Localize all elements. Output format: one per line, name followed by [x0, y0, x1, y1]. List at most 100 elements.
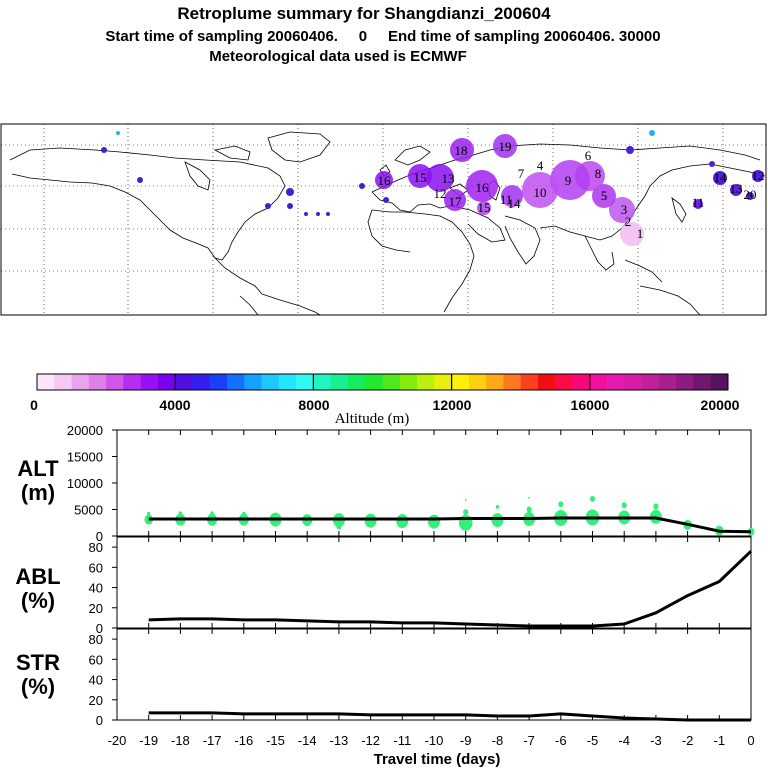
colorbar-swatch	[54, 374, 72, 390]
plume-circle	[746, 192, 754, 200]
colorbar-swatch	[399, 374, 418, 390]
plume-circle	[592, 184, 616, 208]
plume-circle	[408, 164, 432, 188]
plume-label: 13	[730, 181, 743, 196]
y-tick-label: 60	[89, 652, 103, 667]
plume-circle	[450, 138, 474, 162]
plume-label: 2	[625, 214, 632, 229]
plume-circle	[752, 170, 764, 182]
colorbar-swatch	[520, 374, 539, 390]
altitude-spread-point	[336, 523, 342, 530]
plume-circle	[137, 177, 143, 183]
colorbar-swatch	[710, 374, 729, 390]
plume-label: 17	[449, 194, 463, 209]
x-tick-label: -18	[171, 733, 190, 748]
colorbar-frame	[36, 373, 729, 391]
colorbar-swatch	[123, 374, 141, 390]
plume-label: 8	[595, 166, 602, 181]
plume-circle	[287, 203, 293, 209]
plume-label: 16	[378, 173, 392, 188]
plume-label: 4	[537, 158, 544, 173]
colorbar-swatch	[641, 374, 660, 390]
colorbar-swatch	[555, 374, 573, 390]
x-tick-label: -19	[139, 733, 158, 748]
x-tick-label: -1	[714, 733, 726, 748]
y-tick-label: 15000	[67, 450, 103, 465]
plume-circle	[550, 160, 590, 200]
x-tick-label: -4	[618, 733, 630, 748]
altitude-spread-point	[528, 496, 530, 499]
colorbar-tick-label: 0	[30, 397, 38, 413]
plume-label: 15	[478, 200, 491, 215]
plume-circle	[101, 147, 107, 153]
y-tick-label: 60	[89, 560, 103, 575]
map-frame	[0, 123, 767, 316]
x-tick-label: -13	[330, 733, 349, 748]
plume-circle	[466, 170, 498, 202]
altitude-spread-point	[178, 511, 183, 516]
colorbar-swatch	[676, 374, 694, 390]
x-tick-label: -2	[682, 733, 694, 748]
x-tick-label: -20	[108, 733, 127, 748]
colorbar-swatch	[313, 374, 331, 390]
colorbar-swatch	[503, 374, 521, 390]
colorbar-swatch	[417, 374, 435, 390]
altitude-spread-point	[653, 503, 659, 510]
colorbar-swatch	[607, 374, 625, 390]
colorbar-tick-label: 16000	[571, 397, 610, 413]
altitude-spread-point	[210, 511, 214, 516]
plume-label: 7	[518, 166, 525, 181]
colorbar-swatch	[192, 374, 211, 390]
plume-circle	[304, 212, 308, 216]
altitude-spread-point	[491, 513, 504, 528]
abl-panel-unit: (%)	[21, 588, 55, 613]
x-tick-label: -11	[393, 733, 411, 748]
alt-series-line	[148, 516, 752, 534]
altitude-spread-point	[396, 514, 409, 529]
x-tick-label: -12	[361, 733, 380, 748]
x-tick-label: -3	[650, 733, 662, 748]
x-tick-labels: -20 -19 -18 -17 -16 -15 -14 -13 -12 -11 -10 -9 -8 -7-…	[108, 733, 755, 748]
y-tick-label: 20	[89, 693, 103, 708]
colorbar-swatch	[589, 374, 608, 390]
altitude-spread-point	[242, 511, 246, 516]
alt-panel-label: ALT	[17, 456, 59, 481]
colorbar-swatch	[658, 374, 677, 390]
altitude-spread-point	[495, 504, 500, 509]
y-tick-label: 0	[96, 621, 103, 636]
plume-circle	[493, 134, 517, 158]
met-data-subtitle: Meteorological data used is ECMWF	[209, 48, 467, 65]
x-tick-label: -17	[203, 733, 222, 748]
y-tick-label: 20	[89, 601, 103, 616]
x-tick-label: -9	[460, 733, 472, 748]
x-tick-label: -15	[266, 733, 285, 748]
x-axis-title: Travel time (days)	[374, 751, 501, 768]
abl-series-line	[148, 550, 753, 628]
colorbar-swatch	[434, 374, 452, 390]
y-tick-label: 20000	[67, 423, 103, 438]
plume-label: 14	[714, 170, 728, 185]
time-series-panels: 05000100001500020000020406080020406080-2…	[67, 423, 755, 748]
colorbar-title: Altitude (m)	[335, 411, 410, 427]
plume-label: 12	[434, 186, 447, 201]
colorbar-swatch	[382, 374, 401, 390]
plume-circle	[477, 201, 491, 215]
altitude-spread-point	[526, 506, 532, 513]
plume-label: 12	[752, 168, 765, 183]
plume-circle	[626, 146, 634, 154]
y-tick-label: 10000	[67, 476, 103, 491]
colorbar-swatch	[624, 374, 642, 390]
plume-circle	[426, 164, 454, 192]
plume-label: 16	[476, 180, 490, 195]
colorbar-swatch	[365, 374, 383, 390]
plume-label: 11	[692, 195, 705, 210]
colorbar-swatch	[486, 374, 504, 390]
plume-circle	[383, 197, 389, 203]
world-map-panel: 18 19 16 15 13 12 17 16 11 10 9 8 7 6 5 …	[0, 123, 767, 316]
colorbar-swatch	[71, 374, 90, 390]
y-tick-label: 80	[89, 540, 103, 555]
plume-label: 1	[637, 226, 644, 241]
plume-label: 3	[621, 202, 628, 217]
y-tick-label: 40	[89, 581, 103, 596]
colorbar-swatches	[37, 374, 729, 390]
